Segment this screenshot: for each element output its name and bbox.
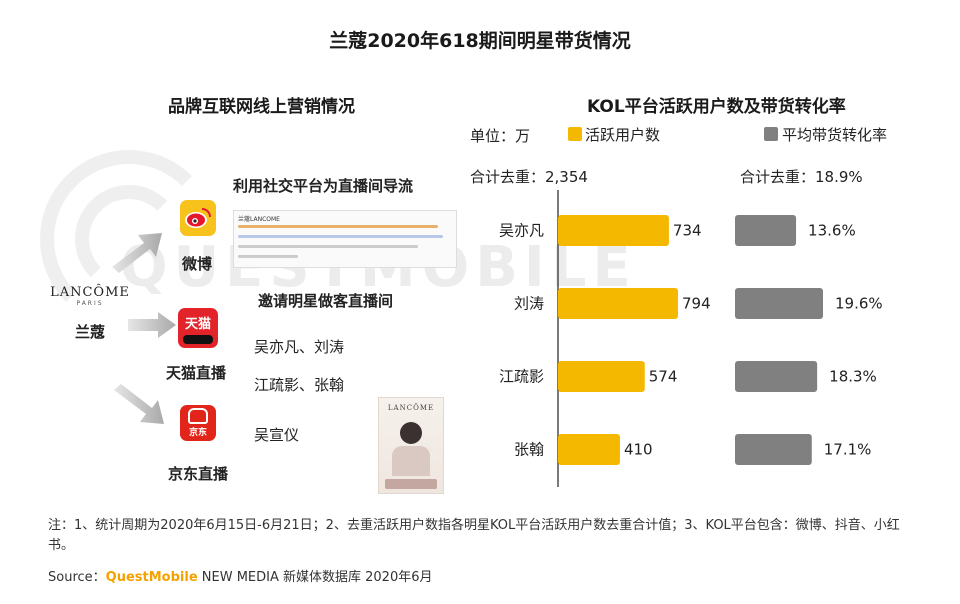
kol-bar-chart: 吴亦凡 734 13.6% 刘涛 794 19.6% 江疏影 574 18.3% 张翰 410 17.…	[499, 190, 883, 487]
rate-bar	[735, 361, 818, 392]
section-stars-heading: 邀请明星做客直播间	[258, 292, 394, 310]
platform-label-weibo: 微博	[182, 255, 213, 273]
rate-value-label: 13.6%	[808, 222, 856, 240]
legend-label-users: 活跃用户数	[585, 126, 661, 144]
legend-label-rate: 平均带货转化率	[782, 126, 888, 144]
footer-note: 注：1、统计周期为2020年6月15日-6月21日；2、去重活跃用户数指各明星K…	[48, 518, 900, 553]
users-value-label: 574	[649, 368, 678, 386]
tmall-icon-text: 天猫	[184, 316, 211, 332]
source-prefix: Source：	[48, 570, 106, 585]
users-bar	[558, 434, 620, 465]
platform-label-jd: 京东直播	[168, 465, 229, 483]
arrow-right-icon	[128, 312, 176, 338]
legend-swatch-users	[568, 127, 582, 141]
category-label: 张翰	[514, 441, 544, 459]
left-subtitle: 品牌互联网线上营销情况	[168, 97, 355, 117]
category-label: 江疏影	[499, 368, 544, 386]
total-users-label: 合计去重：2,354	[470, 168, 588, 186]
poster-person-body	[392, 446, 430, 476]
arrow-down-icon	[114, 384, 164, 424]
legend-swatch-rate	[764, 127, 778, 141]
source-rest: NEW MEDIA 新媒体数据库 2020年6月	[197, 570, 433, 585]
lancome-logo: LANCÔME	[50, 285, 130, 300]
poster-products	[385, 479, 437, 489]
tmall-icon: 天猫	[178, 308, 218, 348]
star-list-item-1: 吴亦凡、刘涛	[254, 338, 345, 356]
jd-icon-text: 京东	[188, 428, 207, 438]
page-title: 兰蔻2020年618期间明星带货情况	[329, 30, 631, 52]
weibo-post-screenshot: 兰蔻LANCOME	[233, 210, 457, 268]
users-bar	[558, 361, 645, 392]
users-value-label: 734	[673, 222, 702, 240]
rate-bar	[735, 215, 797, 246]
arrow-up-icon	[112, 233, 162, 273]
rate-value-label: 18.3%	[829, 368, 877, 386]
platform-label-tmall: 天猫直播	[166, 364, 227, 382]
rate-bar	[735, 434, 812, 465]
tmall-eyes	[183, 334, 213, 344]
source-brand: QuestMobile	[105, 570, 198, 585]
right-subtitle: KOL平台活跃用户数及带货转化率	[587, 97, 846, 117]
users-value-label: 794	[682, 295, 711, 313]
rate-value-label: 17.1%	[824, 441, 872, 459]
category-label: 刘涛	[514, 295, 544, 313]
poster-person	[400, 422, 422, 444]
unit-label: 单位：万	[470, 127, 531, 145]
rate-value-label: 19.6%	[835, 295, 883, 313]
category-label: 吴亦凡	[499, 222, 544, 240]
promo-poster-image: LANCÔME	[378, 397, 444, 494]
star-list-item-3: 吴宣仪	[254, 426, 300, 444]
users-value-label: 410	[624, 441, 653, 459]
poster-logo: LANCÔME	[387, 404, 435, 412]
lancome-logo-sub: PARIS	[76, 300, 104, 307]
rate-bar	[735, 288, 823, 319]
footer-source: Source：QuestMobile NEW MEDIA 新媒体数据库 2020…	[48, 568, 433, 588]
jd-icon: 京东	[180, 405, 216, 441]
users-bar	[558, 288, 678, 319]
brand-block: LANCÔME PARIS 兰蔻	[50, 285, 130, 342]
brand-name: 兰蔻	[74, 323, 105, 341]
total-rate-label: 合计去重：18.9%	[740, 168, 863, 186]
weibo-post-name: 兰蔻LANCOME	[238, 216, 280, 223]
section-social-heading: 利用社交平台为直播间导流	[233, 177, 414, 195]
users-bar	[558, 215, 669, 246]
weibo-icon	[180, 200, 216, 236]
jd-dog-icon	[188, 408, 208, 424]
star-list-item-2: 江疏影、张翰	[254, 376, 345, 394]
